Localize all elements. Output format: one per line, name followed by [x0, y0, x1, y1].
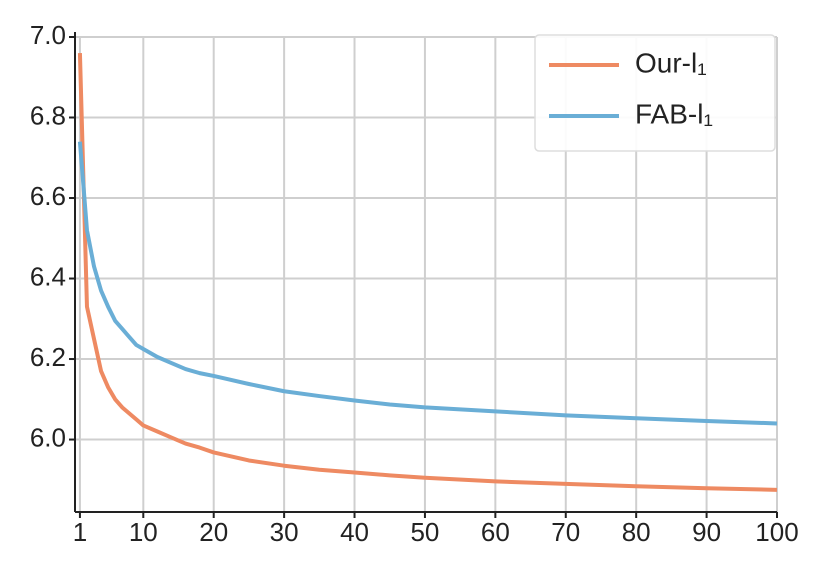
y-tick-label: 6.4: [30, 261, 66, 291]
legend: Our-l₁ FAB-l₁: [534, 34, 776, 152]
x-tick-label: 10: [129, 517, 158, 547]
y-tick-label: 6.6: [30, 181, 66, 211]
y-tick-label: 6.8: [30, 100, 66, 130]
x-tick-label: 80: [622, 517, 651, 547]
x-tick-label: 90: [692, 517, 721, 547]
y-tick-label: 7.0: [30, 20, 66, 50]
line-series: [77, 141, 778, 426]
y-tick-label: 6.0: [30, 422, 66, 452]
x-tick-label: 1: [73, 517, 87, 547]
x-tick-label: 50: [410, 517, 439, 547]
y-tick-label: 6.2: [30, 342, 66, 372]
legend-label: Our-l₁: [635, 47, 707, 78]
x-tick-label: 100: [755, 517, 798, 547]
x-tick-label: 60: [481, 517, 510, 547]
x-tick-label: 70: [551, 517, 580, 547]
x-tick-label: 30: [270, 517, 299, 547]
line-series: [77, 53, 778, 492]
legend-label: FAB-l₁: [635, 98, 713, 129]
x-tick-label: 40: [340, 517, 369, 547]
x-tick-label: 20: [199, 517, 228, 547]
